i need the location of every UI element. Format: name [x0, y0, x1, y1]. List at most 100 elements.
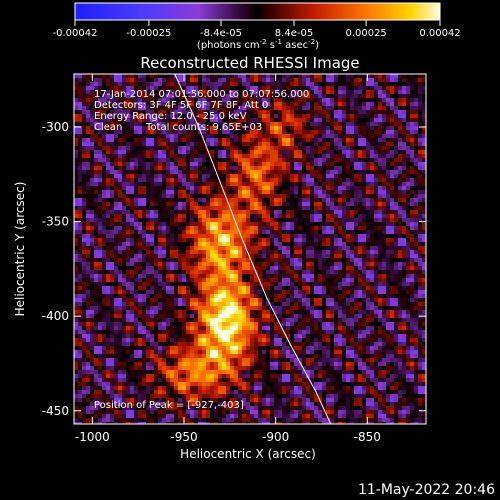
heatmap-cell: [114, 166, 119, 171]
heatmap-cell: [146, 174, 151, 179]
heatmap-cell: [370, 202, 375, 207]
heatmap-cell: [366, 242, 371, 247]
heatmap-cell: [306, 150, 311, 155]
heatmap-cell: [242, 86, 247, 91]
heatmap-cell: [174, 226, 179, 231]
heatmap-cell: [106, 222, 111, 227]
heatmap-cell: [150, 122, 155, 127]
heatmap-cell: [234, 178, 239, 183]
heatmap-cell: [362, 198, 367, 203]
heatmap-cell: [234, 90, 239, 95]
heatmap-cell: [314, 238, 319, 243]
heatmap-cell: [114, 226, 119, 231]
heatmap-cell: [402, 134, 407, 139]
heatmap-cell: [170, 266, 175, 271]
heatmap-cell: [162, 190, 167, 195]
heatmap-cell: [194, 150, 199, 155]
heatmap-cell: [174, 98, 179, 103]
heatmap-cell: [170, 170, 175, 175]
heatmap-cell: [278, 262, 283, 267]
heatmap-cell: [338, 258, 343, 263]
heatmap-cell: [370, 234, 375, 239]
heatmap-cell: [246, 238, 251, 243]
heatmap-cell: [198, 186, 203, 191]
heatmap-cell: [122, 110, 127, 115]
heatmap-cell: [238, 190, 243, 195]
heatmap-cell: [310, 274, 315, 279]
heatmap-cell: [118, 162, 123, 167]
heatmap-cell: [354, 254, 359, 259]
heatmap-cell: [390, 170, 395, 175]
heatmap-cell: [310, 106, 315, 111]
heatmap-cell: [322, 106, 327, 111]
heatmap-cell: [306, 250, 311, 255]
heatmap-cell: [378, 198, 383, 203]
heatmap-cell: [162, 182, 167, 187]
heatmap-cell: [214, 218, 219, 223]
heatmap-cell: [106, 202, 111, 207]
heatmap-cell: [354, 146, 359, 151]
heatmap-cell: [250, 90, 255, 95]
heatmap-cell: [106, 294, 111, 299]
heatmap-cell: [230, 198, 235, 203]
heatmap-cell: [226, 138, 231, 143]
heatmap-cell: [190, 194, 195, 199]
heatmap-cell: [330, 98, 335, 103]
heatmap-cell: [154, 270, 159, 275]
heatmap-cell: [302, 294, 307, 299]
heatmap-cell: [74, 226, 79, 231]
heatmap-image: [74, 74, 426, 424]
heatmap-cell: [90, 170, 95, 175]
heatmap-cell: [110, 170, 115, 175]
heatmap-cell: [418, 246, 423, 251]
heatmap-cell: [118, 294, 123, 299]
heatmap-cell: [134, 270, 139, 275]
heatmap-cell: [346, 262, 351, 267]
heatmap-cell: [306, 158, 311, 163]
heatmap-cell: [262, 198, 267, 203]
heatmap-cell: [290, 262, 295, 267]
heatmap-cell: [274, 150, 279, 155]
heatmap-cell: [414, 246, 419, 251]
heatmap-cell: [282, 262, 287, 267]
heatmap-cell: [378, 162, 383, 167]
heatmap-cell: [302, 98, 307, 103]
heatmap-cell: [150, 258, 155, 263]
heatmap-cell: [214, 90, 219, 95]
heatmap-cell: [242, 238, 247, 243]
heatmap-cell: [406, 170, 411, 175]
heatmap-cell: [290, 94, 295, 99]
heatmap-cell: [158, 218, 163, 223]
heatmap-cell: [162, 206, 167, 211]
heatmap-cell: [258, 98, 263, 103]
heatmap-cell: [386, 138, 391, 143]
heatmap-cell: [246, 106, 251, 111]
heatmap-cell: [82, 198, 87, 203]
heatmap-cell: [166, 290, 171, 295]
heatmap-cell: [138, 154, 143, 159]
heatmap-cell: [134, 274, 139, 279]
heatmap-cell: [90, 250, 95, 255]
heatmap-cell: [222, 238, 227, 243]
heatmap-cell: [258, 294, 263, 299]
heatmap-cell: [194, 166, 199, 171]
heatmap-cell: [418, 238, 423, 243]
heatmap-cell: [126, 286, 131, 291]
heatmap-cell: [354, 266, 359, 271]
heatmap-cell: [274, 182, 279, 187]
heatmap-cell: [178, 134, 183, 139]
heatmap-cell: [318, 110, 323, 115]
heatmap-cell: [78, 270, 83, 275]
heatmap-cell: [194, 298, 199, 303]
heatmap-cell: [86, 94, 91, 99]
heatmap-cell: [366, 138, 371, 143]
heatmap-cell: [394, 82, 399, 87]
heatmap-cell: [206, 126, 211, 131]
heatmap-cell: [294, 254, 299, 259]
heatmap-cell: [122, 122, 127, 127]
heatmap-cell: [414, 202, 419, 207]
heatmap-cell: [338, 274, 343, 279]
heatmap-cell: [306, 198, 311, 203]
heatmap-cell: [78, 122, 83, 127]
heatmap-cell: [154, 166, 159, 171]
